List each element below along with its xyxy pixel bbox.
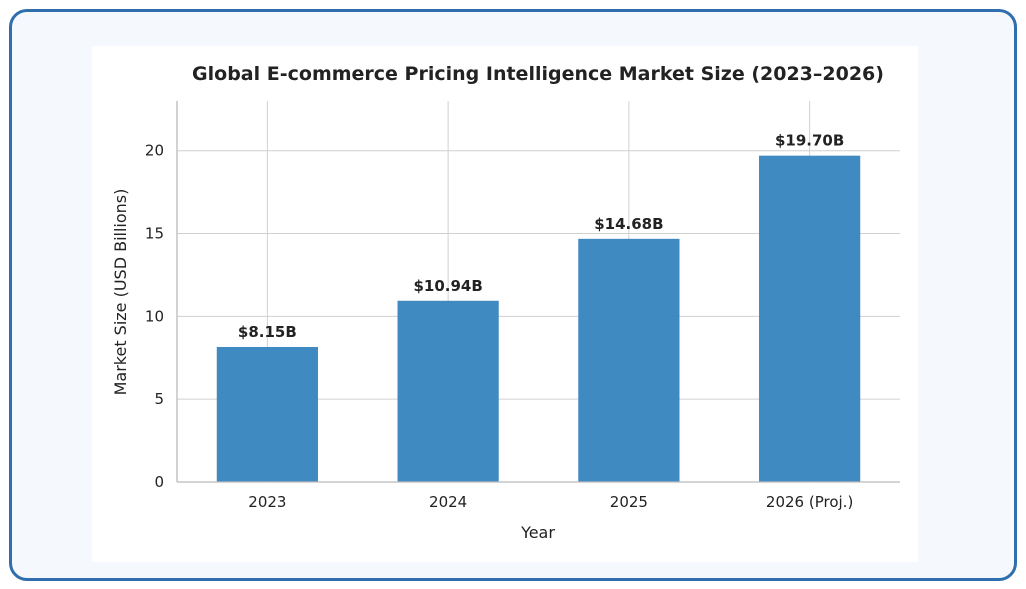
chart-title: Global E-commerce Pricing Intelligence M…	[192, 63, 884, 85]
y-tick-label: 10	[145, 307, 164, 325]
bar-value-label: $10.94B	[413, 277, 482, 295]
y-tick-label: 5	[154, 390, 164, 408]
bar-value-label: $14.68B	[594, 215, 663, 233]
bar	[578, 238, 680, 482]
x-tick-label: 2025	[610, 493, 648, 511]
x-axis-label: Year	[520, 523, 555, 542]
y-tick-label: 0	[154, 473, 164, 491]
x-tick-label: 2023	[248, 493, 286, 511]
labels: 0 5 10 15 20 $8.15B 2023 $10.94B 2024 $14.68B 2025…	[145, 132, 853, 511]
bar	[759, 155, 861, 482]
axes	[176, 101, 900, 483]
bar-value-label: $8.15B	[238, 323, 297, 341]
y-tick-label: 15	[145, 225, 164, 243]
x-tick-label: 2026 (Proj.)	[766, 493, 853, 511]
bar	[397, 300, 499, 482]
y-axis-label: Market Size (USD Billions)	[111, 189, 130, 396]
bars	[216, 155, 861, 482]
bar	[216, 346, 318, 482]
y-tick-label: 20	[145, 142, 164, 160]
bar-value-label: $19.70B	[775, 132, 844, 150]
x-tick-label: 2024	[429, 493, 467, 511]
